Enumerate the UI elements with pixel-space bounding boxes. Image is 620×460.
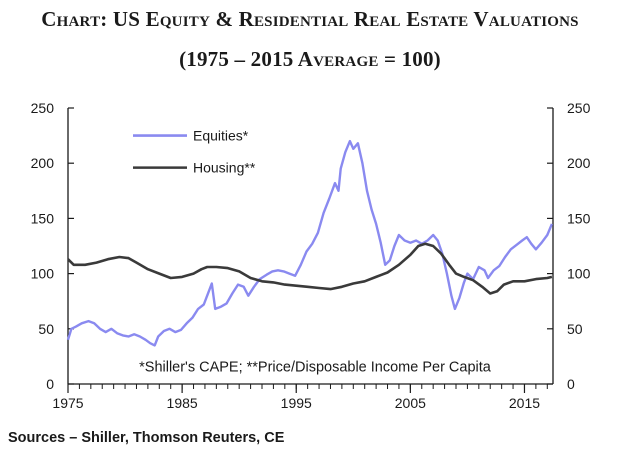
y-tick-label-right: 200 (567, 155, 591, 171)
chart-title-line2: (1975 – 2015 Average = 100) (179, 47, 441, 71)
y-tick-label-right: 150 (567, 210, 591, 226)
y-tick-label-right: 0 (567, 376, 575, 392)
y-tick-label-right: 50 (567, 321, 583, 337)
y-tick-label-right: 250 (567, 100, 591, 116)
chart-title-line1: Chart: US Equity & Residential Real Esta… (41, 7, 579, 31)
chart-area: 0 50 100 150 200 250 0 50 100 150 200 250 1975 1985 19… (31, 100, 591, 411)
legend-label-housing: Housing** (193, 160, 256, 176)
y-tick-label-left: 250 (31, 100, 55, 116)
y-tick-label-left: 150 (31, 210, 55, 226)
x-tick-label: 2015 (509, 395, 540, 411)
chart-footnote: *Shiller's CAPE; **Price/Disposable Inco… (139, 359, 492, 375)
x-tick-label: 2005 (395, 395, 426, 411)
x-tick-label: 1985 (167, 395, 198, 411)
y-tick-label-left: 100 (31, 266, 55, 282)
series-line-equities (66, 139, 554, 347)
y-tick-label-right: 100 (567, 266, 591, 282)
x-tick-label: 1995 (281, 395, 312, 411)
x-tick-label: 1975 (52, 395, 83, 411)
y-tick-label-left: 0 (46, 376, 54, 392)
y-tick-label-left: 200 (31, 155, 55, 171)
sources-note: Sources – Shiller, Thomson Reuters, CE (8, 430, 285, 446)
legend-label-equities: Equities* (193, 128, 249, 144)
y-tick-label-left: 50 (38, 321, 54, 337)
series-line-housing (67, 242, 553, 295)
